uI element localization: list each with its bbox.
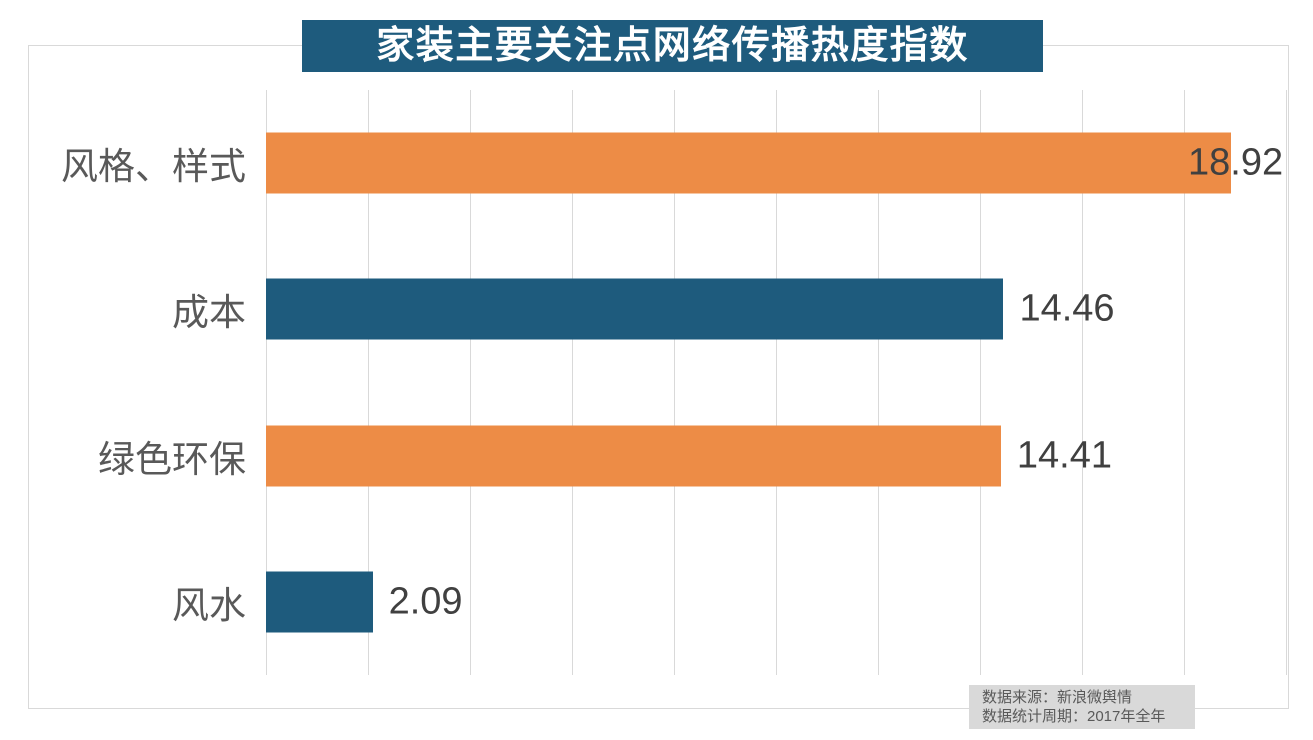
gridline (1082, 90, 1083, 675)
gridline (368, 90, 369, 675)
gridline (470, 90, 471, 675)
gridline (1286, 90, 1287, 675)
value-label: 14.41 (1016, 434, 1112, 477)
gridline (776, 90, 777, 675)
gridline (266, 90, 267, 675)
source-note-line2: 数据统计周期：2017年全年 (982, 708, 1166, 725)
bar (266, 571, 373, 633)
bar (266, 278, 1004, 340)
gridline (1184, 90, 1185, 675)
plot-area: 风格、样式 18.92 成本 14.46 绿色环保 14.41 风水 2.09 (61, 90, 1287, 675)
value-label: 14.46 (1019, 287, 1115, 330)
value-label: 2.09 (388, 580, 463, 623)
bar-row: 风格、样式 18.92 (61, 90, 1286, 236)
source-note: 数据来源：新浪微舆情 数据统计周期：2017年全年 (969, 685, 1195, 729)
chart-title: 家装主要关注点网络传播热度指数 (302, 20, 1043, 72)
gridline (674, 90, 675, 675)
gridline (980, 90, 981, 675)
bar-row: 绿色环保 14.41 (98, 383, 1286, 529)
bar-row: 成本 14.46 (172, 236, 1286, 382)
category-label: 风水 (172, 584, 246, 626)
source-note-line1: 数据来源：新浪微舆情 (982, 689, 1133, 706)
bar (266, 132, 1231, 194)
bar-series: 风格、样式 18.92 成本 14.46 绿色环保 14.41 风水 2.09 (61, 90, 1286, 675)
gridline (878, 90, 879, 675)
category-label: 成本 (172, 292, 246, 334)
bar (266, 425, 1001, 487)
value-label: 18.92 (1188, 141, 1284, 184)
gridline (572, 90, 573, 675)
category-label: 绿色环保 (98, 438, 246, 480)
category-label: 风格、样式 (61, 146, 246, 188)
gridlines (266, 90, 1287, 675)
bar-row: 风水 2.09 (172, 529, 1286, 675)
